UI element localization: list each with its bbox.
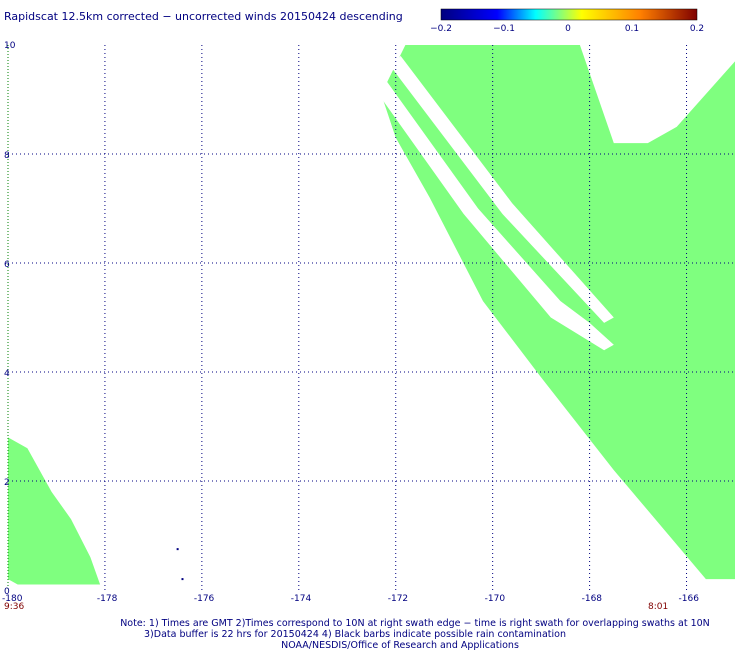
swath-layer [8,45,735,585]
time-right: 8:01 [648,602,668,612]
x-tick-label: -180 [2,594,23,604]
colorbar [440,8,698,21]
y-tick-label: 4 [4,369,10,379]
colorbar-label: 0 [565,24,571,34]
data-point [181,578,184,581]
x-tick-label: -172 [388,594,408,604]
chart-title: Rapidscat 12.5km corrected − uncorrected… [4,10,403,23]
swath-gap-1 [390,55,614,323]
colorbar-label: −0.2 [430,24,452,34]
data-point [176,548,179,551]
colorbar-label: 0.1 [625,24,639,34]
x-tick-label: -178 [97,594,118,604]
colorbar-label: 0.2 [690,24,704,34]
y-tick-label: 10 [4,41,16,51]
y-tick-label: 6 [4,260,10,270]
x-tick-label: -174 [291,594,312,604]
x-tick-label: -168 [582,594,603,604]
x-tick-label: -166 [679,594,700,604]
y-tick-label: 2 [4,478,10,488]
colorbar-label: −0.1 [493,24,515,34]
note-line-2: 3)Data buffer is 22 hrs for 20150424 4) … [144,629,566,640]
y-tick-label: 0 [4,587,10,597]
x-tick-label: -170 [485,594,506,604]
swath-gap-0 [366,66,614,351]
y-tick-label: 8 [4,151,10,161]
swath-area-1 [8,437,101,585]
note-line-1: Note: 1) Times are GMT 2)Times correspon… [120,618,710,629]
x-tick-label: -176 [194,594,215,604]
note-line-3: NOAA/NESDIS/Office of Research and Appli… [281,640,519,650]
time-left: 9:36 [4,602,24,612]
grid-lines [7,45,735,590]
